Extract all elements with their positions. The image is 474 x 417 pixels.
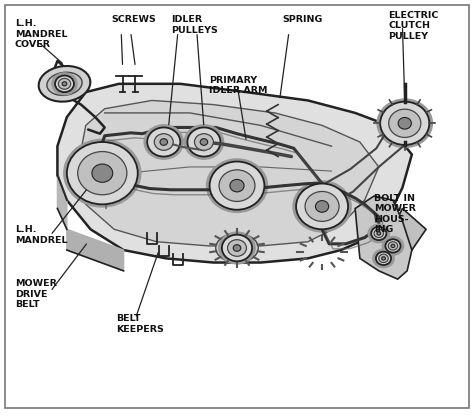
Text: SCREWS: SCREWS <box>112 15 156 24</box>
Circle shape <box>385 239 401 253</box>
Circle shape <box>398 118 411 129</box>
Circle shape <box>219 170 255 201</box>
Polygon shape <box>67 229 124 271</box>
Ellipse shape <box>47 72 82 95</box>
Circle shape <box>58 78 71 89</box>
Circle shape <box>372 249 395 269</box>
Circle shape <box>200 139 208 146</box>
Circle shape <box>187 128 220 156</box>
Circle shape <box>377 232 381 235</box>
Circle shape <box>144 124 184 160</box>
Circle shape <box>228 240 246 256</box>
Circle shape <box>210 161 264 210</box>
Circle shape <box>389 109 421 138</box>
Text: L.H.
MANDREL: L.H. MANDREL <box>15 225 67 244</box>
Text: SPRING: SPRING <box>282 15 322 24</box>
Circle shape <box>67 142 138 204</box>
Circle shape <box>51 72 78 95</box>
Circle shape <box>62 82 67 86</box>
Circle shape <box>388 242 398 250</box>
Circle shape <box>63 139 142 208</box>
Text: ELECTRIC
CLUTCH
PULLEY: ELECTRIC CLUTCH PULLEY <box>388 11 438 41</box>
Text: L.H.
MANDREL
COVER: L.H. MANDREL COVER <box>15 20 67 49</box>
Circle shape <box>380 102 429 145</box>
Circle shape <box>206 158 268 213</box>
Circle shape <box>374 229 383 238</box>
Polygon shape <box>355 196 412 279</box>
Circle shape <box>292 180 352 233</box>
Ellipse shape <box>39 66 91 102</box>
Circle shape <box>233 245 241 251</box>
Circle shape <box>367 224 390 244</box>
Circle shape <box>230 179 244 192</box>
Text: MOWER
DRIVE
BELT: MOWER DRIVE BELT <box>15 279 57 309</box>
Circle shape <box>296 183 348 229</box>
Circle shape <box>391 244 395 248</box>
Circle shape <box>382 236 404 256</box>
Polygon shape <box>57 84 412 263</box>
FancyBboxPatch shape <box>5 5 469 408</box>
Circle shape <box>379 254 388 263</box>
Circle shape <box>92 164 113 182</box>
Circle shape <box>376 252 391 265</box>
Ellipse shape <box>216 234 258 263</box>
Circle shape <box>155 134 173 150</box>
Circle shape <box>183 124 224 160</box>
Text: IDLER
PULLEYS: IDLER PULLEYS <box>171 15 218 35</box>
Circle shape <box>194 134 213 150</box>
Circle shape <box>78 151 127 195</box>
Circle shape <box>316 201 328 212</box>
Circle shape <box>222 235 252 261</box>
Circle shape <box>305 191 339 221</box>
Circle shape <box>55 75 74 92</box>
Circle shape <box>376 98 433 148</box>
Text: PRIMARY
IDLER ARM: PRIMARY IDLER ARM <box>209 75 267 95</box>
Text: BELT
KEEPERS: BELT KEEPERS <box>117 314 164 334</box>
Polygon shape <box>388 208 426 250</box>
Circle shape <box>371 227 386 240</box>
Circle shape <box>382 257 385 260</box>
Text: BOLT IN
MOWER
HOUS-
ING: BOLT IN MOWER HOUS- ING <box>374 194 416 234</box>
Circle shape <box>160 139 167 146</box>
Polygon shape <box>76 100 379 246</box>
Circle shape <box>147 128 180 156</box>
Circle shape <box>218 231 256 265</box>
Polygon shape <box>57 175 67 229</box>
